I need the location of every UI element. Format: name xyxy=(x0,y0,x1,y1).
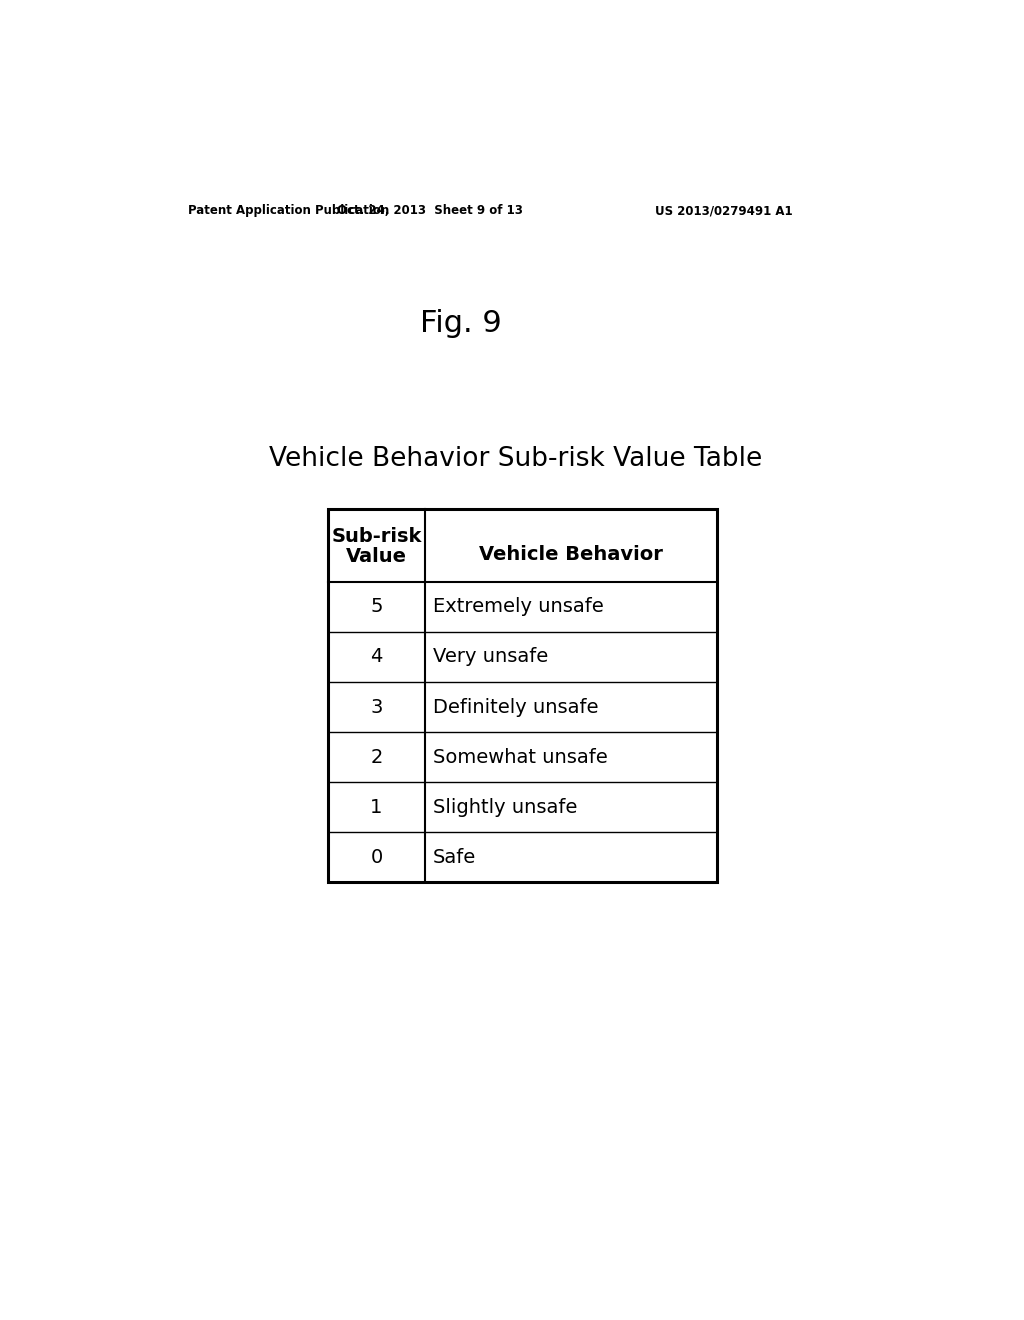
Text: Extremely unsafe: Extremely unsafe xyxy=(432,598,603,616)
Text: Vehicle Behavior: Vehicle Behavior xyxy=(479,545,663,564)
Text: Somewhat unsafe: Somewhat unsafe xyxy=(432,747,607,767)
Text: 5: 5 xyxy=(370,598,383,616)
Text: 4: 4 xyxy=(371,648,383,667)
Text: Very unsafe: Very unsafe xyxy=(432,648,548,667)
Text: Sub-risk: Sub-risk xyxy=(331,527,422,546)
Text: 0: 0 xyxy=(371,847,383,867)
Text: 2: 2 xyxy=(371,747,383,767)
Text: Slightly unsafe: Slightly unsafe xyxy=(432,797,577,817)
Bar xyxy=(328,508,717,882)
Text: 1: 1 xyxy=(371,797,383,817)
Text: Fig. 9: Fig. 9 xyxy=(421,309,502,338)
Text: Value: Value xyxy=(346,546,407,566)
Text: Safe: Safe xyxy=(432,847,476,867)
Text: Patent Application Publication: Patent Application Publication xyxy=(188,205,390,218)
Text: Definitely unsafe: Definitely unsafe xyxy=(432,697,598,717)
Text: 3: 3 xyxy=(371,697,383,717)
Text: US 2013/0279491 A1: US 2013/0279491 A1 xyxy=(655,205,793,218)
Text: Vehicle Behavior Sub-risk Value Table: Vehicle Behavior Sub-risk Value Table xyxy=(269,446,762,471)
Text: Oct. 24, 2013  Sheet 9 of 13: Oct. 24, 2013 Sheet 9 of 13 xyxy=(337,205,523,218)
